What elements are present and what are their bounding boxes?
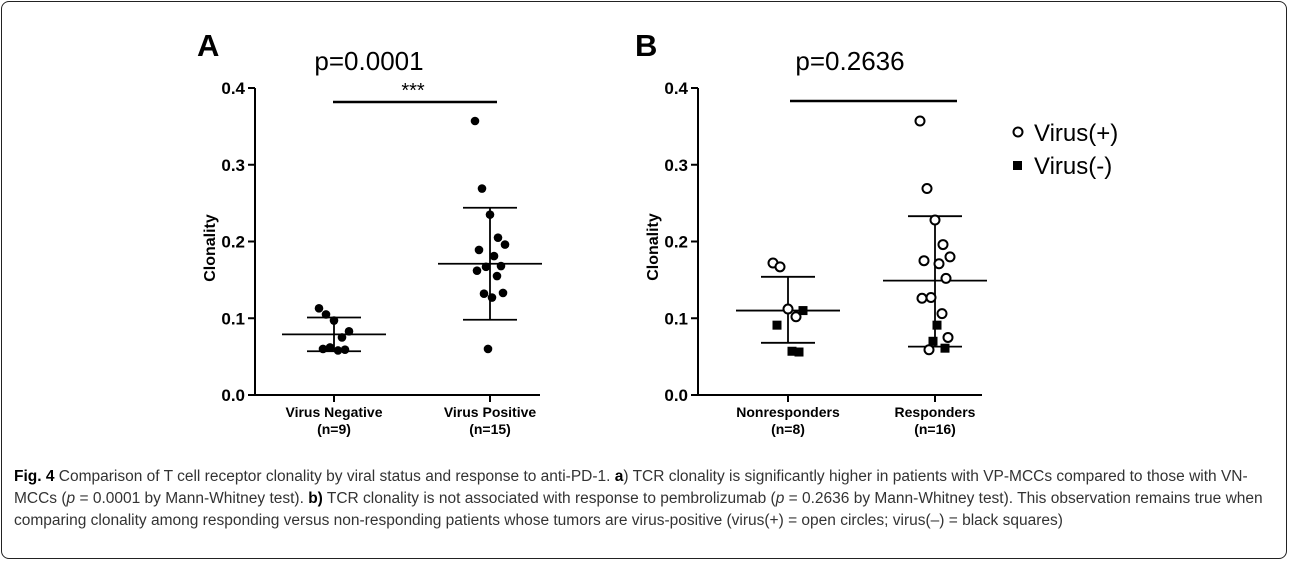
data-point-virus-pos (940, 272, 952, 284)
data-point-virus-pos (921, 183, 933, 195)
y-tick-label: 0.0 (664, 386, 688, 405)
panel-a-plot: 0.0 0.1 0.2 0.3 0.4 Virus Negative(n=9) Virus … (221, 79, 542, 437)
data-point-virus-pos (929, 214, 941, 226)
data-point (325, 343, 335, 352)
legend-label-virus-neg: Virus(-) (1034, 153, 1112, 180)
data-point (477, 184, 487, 193)
panel-a-y-axis-label: Clonality (202, 214, 219, 282)
x-tick-n-label: (n=16) (914, 421, 956, 437)
data-point (321, 310, 331, 319)
figure-svg: A p=0.0001 *** Clonality B p=0.2636 Clon… (197, 28, 1118, 437)
data-point-virus-neg (787, 346, 797, 356)
panel-b-y-axis-label: Clonality (645, 213, 662, 281)
data-point (479, 289, 489, 298)
data-point-virus-pos (918, 255, 930, 267)
panel-a-letter: A (197, 28, 219, 63)
y-tick-label: 0.1 (664, 309, 688, 328)
panel-a-sig-stars: *** (401, 80, 425, 102)
data-point-virus-pos (914, 115, 926, 127)
data-point-virus-neg (928, 336, 938, 346)
data-point (498, 288, 508, 298)
caption-fig-label: Fig. 4 (14, 468, 55, 485)
caption-panel-b-ref: b) (308, 490, 323, 507)
data-point-virus-pos (925, 292, 937, 304)
x-tick-n-label: (n=8) (771, 421, 805, 437)
caption-text-2: ) TCR clonality is significantly higher … (14, 468, 1248, 507)
legend-label-virus-pos: Virus(+) (1034, 120, 1118, 147)
x-tick-label: Responders (895, 404, 976, 420)
caption-p-symbol-2: p (775, 490, 785, 507)
data-point (483, 344, 493, 354)
x-tick-n-label: (n=9) (317, 421, 351, 437)
y-tick-label: 0.0 (221, 386, 245, 405)
data-point (493, 233, 503, 242)
data-point (492, 271, 502, 281)
data-point-virus-pos (916, 292, 928, 304)
data-point (472, 266, 482, 275)
data-point (474, 245, 484, 255)
data-point-virus-pos (774, 261, 786, 273)
data-point (318, 344, 328, 354)
data-point (314, 303, 324, 313)
data-point (481, 262, 491, 272)
caption-panel-a-ref: a (614, 468, 624, 485)
data-point-virus-pos (944, 251, 956, 263)
data-point (344, 326, 354, 336)
data-point (489, 251, 499, 261)
data-point-virus-neg (940, 343, 950, 353)
caption-text-5: = 0.2636 by Mann-Whitney test). This obs… (14, 490, 1263, 529)
data-point-virus-pos (942, 331, 954, 343)
y-tick-label: 0.1 (221, 309, 245, 328)
legend-filled-square-icon (1013, 161, 1022, 170)
y-tick-label: 0.4 (664, 79, 688, 98)
panel-b-letter: B (635, 28, 657, 63)
panel-a-pvalue: p=0.0001 (314, 46, 423, 76)
data-point-virus-neg (932, 320, 942, 330)
panel-b-pvalue: p=0.2636 (795, 46, 904, 76)
data-point (337, 333, 347, 342)
data-point-virus-neg (772, 320, 782, 330)
y-tick-label: 0.2 (664, 233, 688, 252)
data-point-virus-pos (923, 344, 935, 356)
data-point-virus-neg (794, 347, 804, 357)
y-tick-label: 0.3 (664, 156, 688, 175)
data-point-virus-neg (798, 306, 808, 316)
data-point-virus-pos (936, 308, 948, 320)
data-point-virus-pos (782, 303, 794, 315)
data-point-virus-pos (790, 311, 802, 323)
data-point (500, 240, 510, 249)
caption-p-symbol: p (66, 490, 76, 507)
caption-text-3: = 0.0001 by Mann-Whitney test). (75, 490, 309, 507)
x-tick-n-label: (n=15) (469, 421, 511, 437)
y-tick-label: 0.2 (221, 233, 245, 252)
caption-text-4: TCR clonality is not associated with res… (322, 490, 776, 507)
data-point (496, 261, 506, 271)
data-point-virus-pos (933, 258, 945, 270)
figure-caption: Fig. 4 Comparison of T cell receptor clo… (14, 466, 1276, 532)
y-tick-label: 0.3 (221, 156, 245, 175)
x-tick-label: Virus Negative (285, 404, 382, 420)
x-tick-label: Virus Positive (444, 404, 537, 420)
data-point (470, 116, 480, 126)
caption-text-1: Comparison of T cell receptor clonality … (54, 468, 615, 485)
data-point (329, 316, 339, 325)
y-tick-label: 0.4 (221, 79, 245, 98)
panel-b-plot: 0.0 0.1 0.2 0.3 0.4 Nonresponders(n=8) Respond… (664, 79, 987, 437)
data-point-virus-pos (937, 239, 949, 251)
data-point (487, 293, 497, 302)
data-point (333, 346, 343, 355)
data-point (340, 345, 350, 355)
legend-open-circle-icon (1012, 126, 1024, 138)
data-point (485, 210, 495, 219)
x-tick-label: Nonresponders (736, 404, 840, 420)
